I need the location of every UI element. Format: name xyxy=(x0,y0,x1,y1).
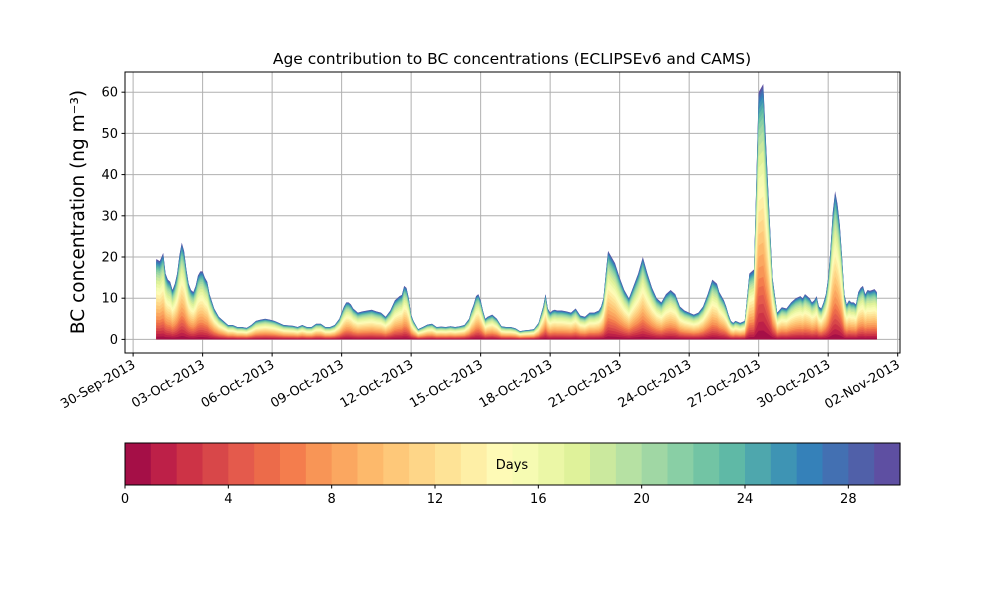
y-tick-label: 30 xyxy=(101,209,118,224)
age-band-area-0 xyxy=(156,330,877,340)
y-tick-label: 20 xyxy=(101,250,118,265)
colorbar-label: Days xyxy=(496,458,529,473)
colorbar-swatch xyxy=(305,443,333,485)
y-tick-label: 10 xyxy=(101,292,118,307)
colorbar-tick-label: 24 xyxy=(737,492,754,507)
colorbar-swatch xyxy=(280,443,307,485)
colorbar-swatch xyxy=(202,443,229,485)
stacked-age-areas xyxy=(156,83,877,340)
colorbar-swatch xyxy=(564,443,591,485)
colorbar-swatch xyxy=(150,443,178,485)
grid-lines xyxy=(125,72,900,353)
y-axis-label: BC concentration (ng m⁻³) xyxy=(68,90,89,334)
colorbar-swatch xyxy=(770,443,798,485)
colorbar-tick-label: 0 xyxy=(121,492,129,507)
colorbar-swatch xyxy=(667,443,694,485)
colorbar xyxy=(124,442,901,486)
colorbar-swatch xyxy=(822,443,849,485)
colorbar-tick-label: 12 xyxy=(427,492,444,507)
colorbar-swatch xyxy=(745,443,772,485)
colorbar-tick-label: 8 xyxy=(328,492,336,507)
colorbar-swatch xyxy=(125,443,152,485)
colorbar-frame xyxy=(124,442,901,486)
colorbar-swatch xyxy=(383,443,410,485)
colorbar-swatch xyxy=(254,443,281,485)
colorbar-swatch xyxy=(615,443,643,485)
y-axis-ticks: 0 10 20 30 40 50 60 xyxy=(101,86,125,348)
colorbar-swatch xyxy=(719,443,746,485)
colorbar-swatch xyxy=(228,443,255,485)
colorbar-swatch xyxy=(538,443,565,485)
colorbar-tick-label: 4 xyxy=(224,492,232,507)
y-tick-label: 50 xyxy=(101,127,118,142)
y-tick-label: 0 xyxy=(110,333,118,348)
colorbar-swatch xyxy=(460,443,488,485)
y-tick-label: 40 xyxy=(101,168,118,183)
colorbar-swatch xyxy=(590,443,617,485)
colorbar-swatch xyxy=(435,443,462,485)
plot-frame xyxy=(124,71,901,354)
colorbar-tick-label: 20 xyxy=(633,492,650,507)
colorbar-tick-label: 16 xyxy=(530,492,547,507)
colorbar-swatch xyxy=(512,443,539,485)
colorbar-ticks: 0 4 8 12 16 20 24 28 xyxy=(121,485,857,507)
y-tick-label: 60 xyxy=(101,86,118,101)
colorbar-swatch xyxy=(641,443,669,485)
colorbar-swatch xyxy=(176,443,204,485)
colorbar-swatch xyxy=(693,443,720,485)
colorbar-swatch xyxy=(874,443,901,485)
colorbar-swatch xyxy=(331,443,359,485)
chart-title: Age contribution to BC concentrations (E… xyxy=(273,50,751,68)
colorbar-swatch xyxy=(486,443,514,485)
colorbar-swatch xyxy=(357,443,384,485)
colorbar-swatch xyxy=(409,443,436,485)
age-band-area-1 xyxy=(156,321,877,340)
colorbar-swatch xyxy=(796,443,824,485)
colorbar-tick-label: 28 xyxy=(840,492,857,507)
colorbar-swatch xyxy=(848,443,875,485)
